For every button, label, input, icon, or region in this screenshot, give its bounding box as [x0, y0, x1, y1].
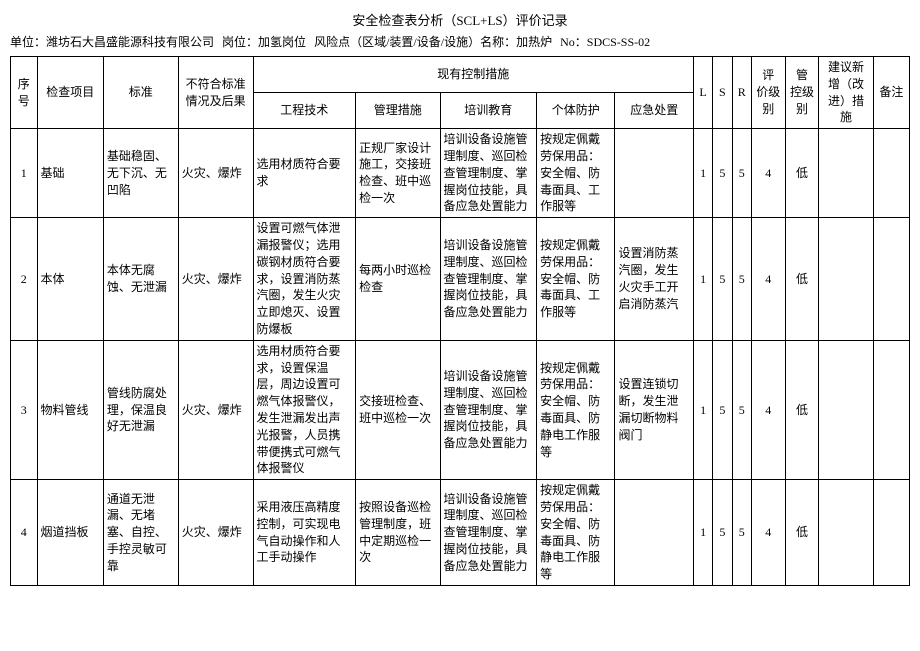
cell-seq: 4 [11, 480, 38, 586]
cell-emerg [615, 129, 693, 218]
th-eng: 工程技术 [253, 93, 356, 129]
cell-train: 培训设备设施管理制度、巡回检查管理制度、掌握岗位技能，具备应急处置能力 [440, 480, 537, 586]
table-row: 1基础基础稳固、无下沉、无凹陷火灾、爆炸选用材质符合要求正规厂家设计施工，交接班… [11, 129, 910, 218]
cell-L: 1 [693, 480, 712, 586]
th-train: 培训教育 [440, 93, 537, 129]
cell-mgmt_lvl: 低 [785, 480, 819, 586]
no-label: No：SDCS-SS-02 [560, 33, 650, 50]
header-line: 单位：潍坊石大昌盛能源科技有限公司 岗位：加氢岗位 风险点（区域/装置/设备/设… [10, 33, 910, 50]
table-row: 3物料管线管线防腐处理，保温良好无泄漏火灾、爆炸选用材质符合要求，设置保温层，周… [11, 340, 910, 479]
cell-R: 5 [732, 480, 751, 586]
th-remark: 备注 [873, 57, 909, 129]
th-item: 检查项目 [37, 57, 103, 129]
cell-sugg [819, 480, 873, 586]
cell-cons: 火灾、爆炸 [178, 480, 253, 586]
cell-train: 培训设备设施管理制度、巡回检查管理制度、掌握岗位技能，具备应急处置能力 [440, 340, 537, 479]
th-mgmtlvl: 管 控级别 [785, 57, 819, 129]
cell-mgmt: 交接班检查、班中巡检一次 [356, 340, 440, 479]
th-emerg: 应急处置 [615, 93, 693, 129]
cell-S: 5 [713, 218, 732, 341]
th-ppe: 个体防护 [537, 93, 615, 129]
table-row: 2本体本体无腐蚀、无泄漏火灾、爆炸设置可燃气体泄漏报警仪；选用碳钢材质符合要求，… [11, 218, 910, 341]
cell-mgmt: 每两小时巡检检查 [356, 218, 440, 341]
cell-R: 5 [732, 129, 751, 218]
cell-remark [873, 129, 909, 218]
cell-eval: 4 [751, 340, 785, 479]
cell-emerg: 设置连锁切断，发生泄漏切断物料阀门 [615, 340, 693, 479]
table-row: 4烟道挡板通道无泄漏、无堵塞、自控、手控灵敏可靠火灾、爆炸采用液压高精度控制，可… [11, 480, 910, 586]
cell-emerg: 设置消防蒸汽圈，发生火灾手工开启消防蒸汽 [615, 218, 693, 341]
cell-eng: 选用材质符合要求，设置保温层，周边设置可燃气体报警仪，发生泄漏发出声光报警，人员… [253, 340, 356, 479]
cell-remark [873, 340, 909, 479]
cell-mgmt_lvl: 低 [785, 218, 819, 341]
post-label: 岗位：加氢岗位 [222, 33, 306, 50]
page-title: 安全检查表分析（SCL+LS）评价记录 [10, 10, 910, 29]
cell-ppe: 按规定佩戴劳保用品：安全帽、防毒面具、工作服等 [537, 129, 615, 218]
cell-item: 本体 [37, 218, 103, 341]
unit-label: 单位：潍坊石大昌盛能源科技有限公司 [10, 33, 214, 50]
cell-remark [873, 218, 909, 341]
cell-eng: 采用液压高精度控制，可实现电气自动操作和人工手动操作 [253, 480, 356, 586]
cell-item: 烟道挡板 [37, 480, 103, 586]
cell-item: 物料管线 [37, 340, 103, 479]
th-l: L [693, 57, 712, 129]
cell-std: 管线防腐处理，保温良好无泄漏 [103, 340, 178, 479]
cell-L: 1 [693, 129, 712, 218]
th-sugg: 建议新增（改进）措施 [819, 57, 873, 129]
cell-ppe: 按规定佩戴劳保用品：安全帽、防毒面具、工作服等 [537, 218, 615, 341]
cell-ppe: 按规定佩戴劳保用品：安全帽、防毒面具、防静电工作服等 [537, 480, 615, 586]
cell-seq: 1 [11, 129, 38, 218]
th-s: S [713, 57, 732, 129]
cell-S: 5 [713, 340, 732, 479]
cell-eval: 4 [751, 129, 785, 218]
cell-L: 1 [693, 218, 712, 341]
cell-std: 本体无腐蚀、无泄漏 [103, 218, 178, 341]
cell-item: 基础 [37, 129, 103, 218]
cell-ppe: 按规定佩戴劳保用品：安全帽、防毒面具、防静电工作服等 [537, 340, 615, 479]
cell-std: 通道无泄漏、无堵塞、自控、手控灵敏可靠 [103, 480, 178, 586]
cell-eval: 4 [751, 218, 785, 341]
cell-sugg [819, 218, 873, 341]
cell-seq: 2 [11, 218, 38, 341]
cell-sugg [819, 129, 873, 218]
cell-R: 5 [732, 340, 751, 479]
cell-remark [873, 480, 909, 586]
cell-mgmt_lvl: 低 [785, 340, 819, 479]
cell-std: 基础稳固、无下沉、无凹陷 [103, 129, 178, 218]
th-cons: 不符合标准情况及后果 [178, 57, 253, 129]
cell-S: 5 [713, 129, 732, 218]
cell-L: 1 [693, 340, 712, 479]
th-eval: 评 价级别 [751, 57, 785, 129]
th-std: 标准 [103, 57, 178, 129]
cell-S: 5 [713, 480, 732, 586]
cell-cons: 火灾、爆炸 [178, 129, 253, 218]
cell-train: 培训设备设施管理制度、巡回检查管理制度、掌握岗位技能，具备应急处置能力 [440, 218, 537, 341]
cell-R: 5 [732, 218, 751, 341]
cell-eval: 4 [751, 480, 785, 586]
scl-table: 序号 检查项目 标准 不符合标准情况及后果 现有控制措施 L S R 评 价级别… [10, 56, 910, 586]
cell-eng: 设置可燃气体泄漏报警仪；选用碳钢材质符合要求，设置消防蒸汽圈，发生火灾立即熄灭、… [253, 218, 356, 341]
th-ctrl-group: 现有控制措施 [253, 57, 693, 93]
risk-label: 风险点（区域/装置/设备/设施）名称：加热炉 [314, 33, 552, 50]
cell-cons: 火灾、爆炸 [178, 340, 253, 479]
cell-emerg [615, 480, 693, 586]
cell-eng: 选用材质符合要求 [253, 129, 356, 218]
th-mgmt: 管理措施 [356, 93, 440, 129]
cell-cons: 火灾、爆炸 [178, 218, 253, 341]
cell-sugg [819, 340, 873, 479]
th-seq: 序号 [11, 57, 38, 129]
th-r: R [732, 57, 751, 129]
cell-seq: 3 [11, 340, 38, 479]
cell-mgmt: 正规厂家设计施工，交接班检查、班中巡检一次 [356, 129, 440, 218]
cell-mgmt_lvl: 低 [785, 129, 819, 218]
cell-mgmt: 按照设备巡检管理制度，班中定期巡检一次 [356, 480, 440, 586]
cell-train: 培训设备设施管理制度、巡回检查管理制度、掌握岗位技能，具备应急处置能力 [440, 129, 537, 218]
